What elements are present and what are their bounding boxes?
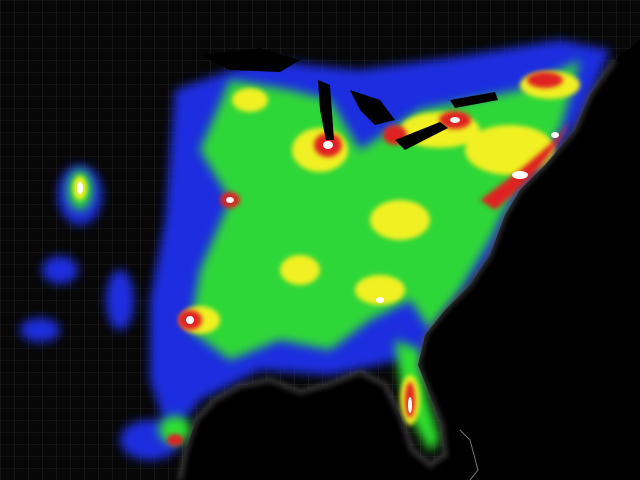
red-area: [167, 434, 183, 446]
great-lakes: [200, 48, 498, 150]
blue-spot: [42, 256, 78, 284]
islands-outline: [459, 429, 479, 480]
lake-michigan: [318, 80, 334, 140]
city-core: [551, 132, 559, 138]
lake-superior: [200, 48, 300, 72]
coast-halo: [177, 58, 618, 480]
yellow-area: [355, 275, 405, 305]
city-core: [408, 397, 412, 413]
green-spot: [159, 416, 191, 444]
city-cores: [77, 117, 559, 413]
lake-ontario: [450, 92, 498, 108]
city-core: [376, 297, 384, 303]
city-core: [77, 182, 83, 194]
city-core: [450, 117, 460, 123]
red-area: [527, 72, 563, 88]
yellow-area: [280, 255, 320, 285]
yellow-area: [370, 200, 430, 240]
red-corridor: [480, 120, 570, 210]
blue-spot: [106, 270, 134, 330]
yellow-area: [232, 88, 268, 112]
city-core: [186, 316, 194, 324]
city-core: [512, 171, 528, 179]
blue-spot: [20, 318, 60, 342]
lake-huron: [350, 90, 395, 125]
city-core: [226, 197, 234, 203]
city-core: [323, 141, 333, 149]
lake-erie: [395, 122, 448, 150]
